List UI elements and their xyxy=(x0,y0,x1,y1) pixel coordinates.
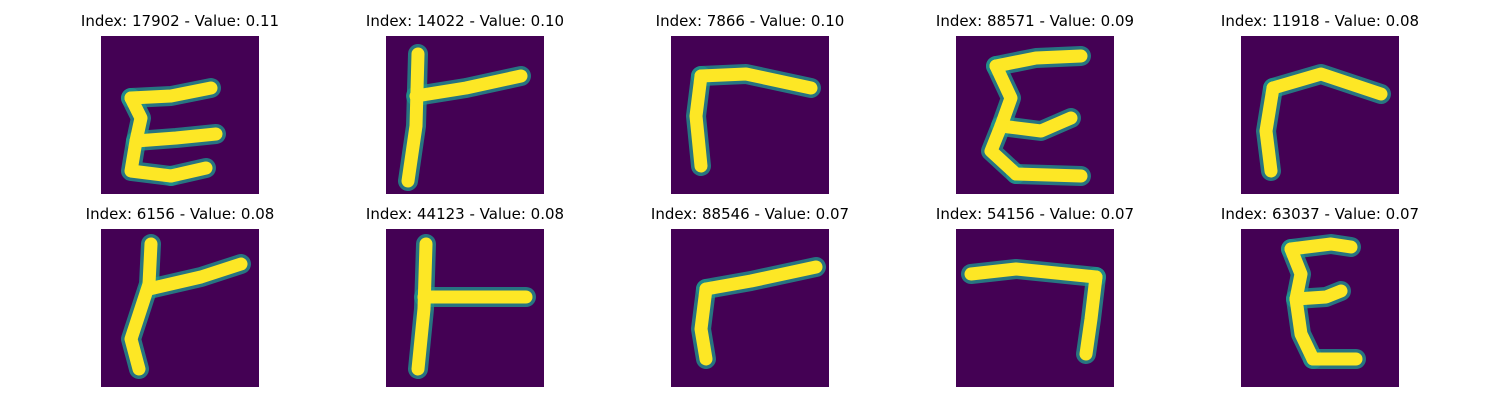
glyph-drawing xyxy=(386,229,544,387)
glyph-stroke xyxy=(1259,81,1280,178)
glyph-stroke xyxy=(689,69,708,173)
glyph-stroke xyxy=(164,161,213,183)
glyph-stroke xyxy=(411,237,433,376)
panel-title: Index: 54156 - Value: 0.07 xyxy=(935,205,1135,223)
image-panel: Index: 88571 - Value: 0.09 xyxy=(915,10,1155,194)
glyph-drawing xyxy=(101,36,259,194)
glyph-stroke xyxy=(401,47,425,188)
glyph-stroke xyxy=(124,237,158,376)
glyph-drawing xyxy=(671,36,829,194)
glyph-drawing xyxy=(101,229,259,387)
character-image xyxy=(1241,229,1399,387)
image-panel: Index: 54156 - Value: 0.07 xyxy=(915,203,1155,387)
image-panel: Index: 88546 - Value: 0.07 xyxy=(630,203,870,387)
character-image xyxy=(1241,36,1399,194)
glyph-stroke xyxy=(409,69,528,103)
glyph-stroke xyxy=(964,262,1103,284)
glyph-drawing xyxy=(1241,36,1399,194)
image-panel: Index: 44123 - Value: 0.08 xyxy=(345,203,585,387)
image-panel: Index: 63037 - Value: 0.07 xyxy=(1200,203,1440,387)
panel-title: Index: 14022 - Value: 0.10 xyxy=(365,12,565,30)
glyph-stroke xyxy=(984,119,1023,181)
glyph-stroke xyxy=(124,81,218,105)
panel-title: Index: 88546 - Value: 0.07 xyxy=(650,205,850,223)
panel-title: Index: 88571 - Value: 0.09 xyxy=(935,12,1135,30)
glyph-stroke xyxy=(1289,284,1348,306)
glyph-stroke xyxy=(1266,67,1388,101)
glyph-stroke xyxy=(989,59,1018,133)
glyph-stroke xyxy=(994,111,1078,138)
image-panel: Index: 7866 - Value: 0.10 xyxy=(630,10,870,194)
glyph-stroke xyxy=(694,67,818,95)
character-image xyxy=(956,36,1114,194)
glyph-stroke xyxy=(699,260,823,296)
character-image xyxy=(386,229,544,387)
image-panel: Index: 17902 - Value: 0.11 xyxy=(60,10,300,194)
image-panel: Index: 6156 - Value: 0.08 xyxy=(60,203,300,387)
glyph-stroke xyxy=(124,134,178,183)
glyph-stroke xyxy=(142,257,248,296)
panel-title: Index: 11918 - Value: 0.08 xyxy=(1220,12,1420,30)
character-image xyxy=(101,36,259,194)
panel-title: Index: 17902 - Value: 0.11 xyxy=(80,12,280,30)
glyph-stroke xyxy=(694,282,713,366)
character-image xyxy=(956,229,1114,387)
panel-title: Index: 7866 - Value: 0.10 xyxy=(655,12,845,30)
glyph-drawing xyxy=(956,229,1114,387)
glyph-stroke xyxy=(1284,242,1308,306)
character-image xyxy=(671,36,829,194)
panel-title: Index: 63037 - Value: 0.07 xyxy=(1220,205,1420,223)
glyph-stroke xyxy=(129,127,223,148)
glyph-stroke xyxy=(1289,292,1320,366)
character-image xyxy=(101,229,259,387)
image-panel: Index: 11918 - Value: 0.08 xyxy=(1200,10,1440,194)
glyph-stroke xyxy=(1079,270,1103,361)
glyph-drawing xyxy=(671,229,829,387)
character-image xyxy=(386,36,544,194)
glyph-drawing xyxy=(1241,229,1399,387)
image-panel: Index: 14022 - Value: 0.10 xyxy=(345,10,585,194)
glyph-stroke xyxy=(989,49,1088,73)
glyph-drawing xyxy=(956,36,1114,194)
panel-title: Index: 6156 - Value: 0.08 xyxy=(85,205,275,223)
panel-title: Index: 44123 - Value: 0.08 xyxy=(365,205,565,223)
glyph-stroke xyxy=(124,91,148,148)
character-image xyxy=(671,229,829,387)
glyph-stroke xyxy=(1284,237,1358,256)
glyph-stroke xyxy=(1009,167,1088,183)
glyph-drawing xyxy=(386,36,544,194)
